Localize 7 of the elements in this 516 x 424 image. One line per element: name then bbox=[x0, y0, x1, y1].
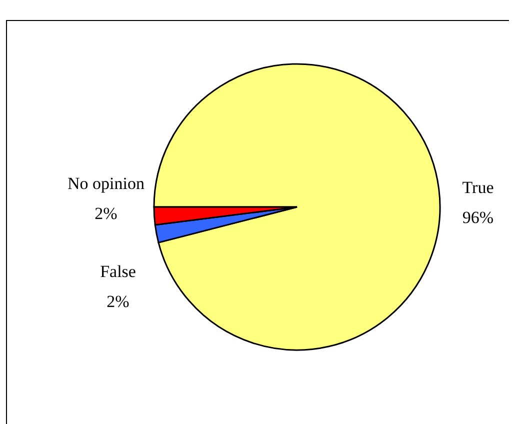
slice-label: No opinion bbox=[68, 174, 145, 193]
data-label: 2% bbox=[106, 292, 130, 311]
data-label: 2% bbox=[94, 204, 118, 223]
data-label: 96% bbox=[462, 208, 494, 227]
slice-label: False bbox=[100, 262, 136, 281]
pie-slice bbox=[153, 63, 440, 351]
slice-label: True bbox=[462, 178, 494, 197]
